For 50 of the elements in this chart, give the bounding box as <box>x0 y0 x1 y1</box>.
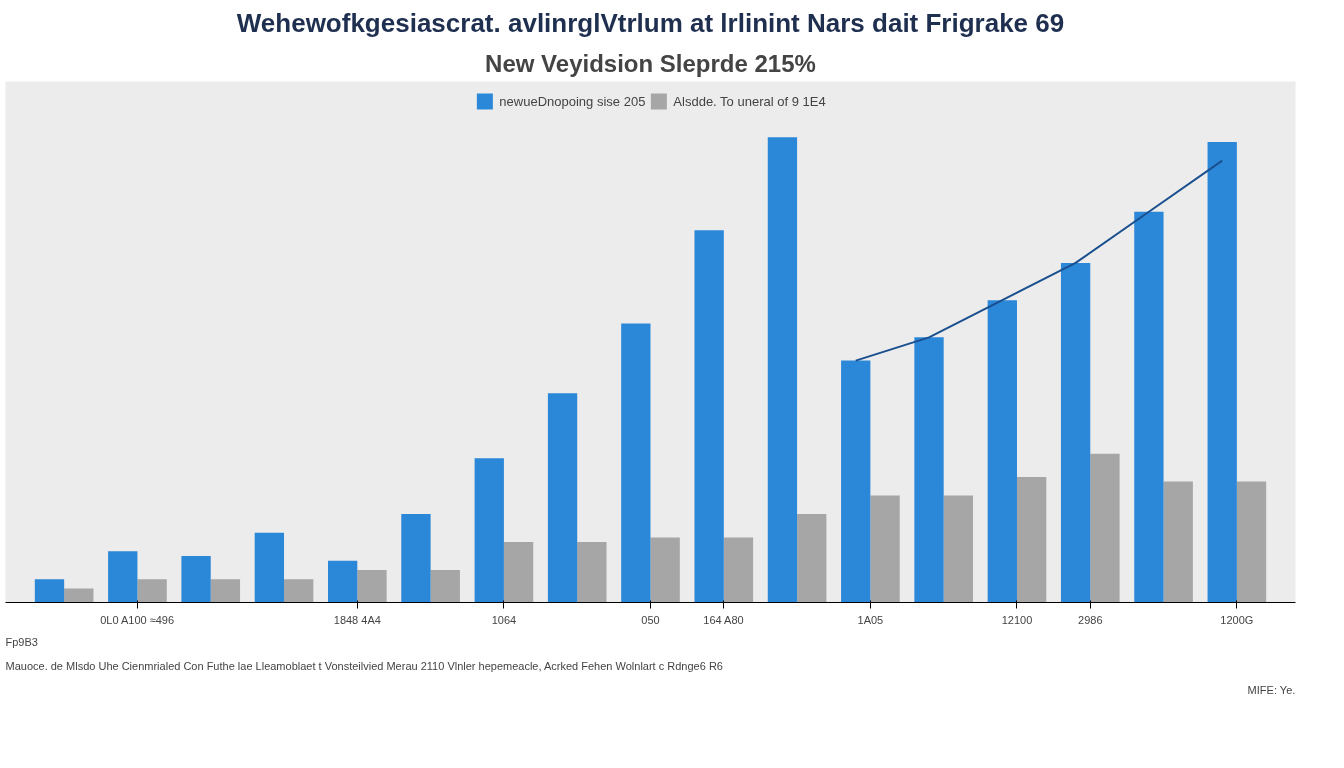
bar <box>1090 453 1120 603</box>
bar <box>430 569 460 603</box>
bar <box>1060 262 1091 603</box>
text: MIFE: Ye. <box>1247 683 1296 696</box>
text: Fp9B3 <box>5 635 38 648</box>
bar <box>357 569 387 603</box>
bar <box>723 537 754 603</box>
bar <box>328 560 358 603</box>
bar <box>1207 141 1237 603</box>
bar <box>503 542 534 603</box>
bar <box>64 588 94 603</box>
x-tick-label: 1848 4A4 <box>333 613 381 626</box>
x-tick-label: 1200G <box>1220 613 1254 626</box>
bar <box>841 360 871 603</box>
bar <box>1236 481 1267 603</box>
bar <box>1163 481 1193 603</box>
bar <box>210 579 241 603</box>
legend-label: newueDnopoing sise 205 <box>499 93 646 109</box>
x-tick-label: 050 <box>641 613 660 626</box>
bar <box>1016 476 1047 603</box>
bar <box>137 579 167 603</box>
bar <box>181 555 211 603</box>
bar <box>547 393 578 603</box>
text: Mauoce. de Mlsdo Uhe Cienmrialed Con Futhe lae Lleamoblaet t Vonsteilvied Merau 2110 Vlnler hepemeacle, Acrked Fehen Wolnlart c Rdnge6 R6 <box>5 659 723 672</box>
bar <box>870 495 900 603</box>
bar <box>34 579 65 603</box>
bar <box>1134 211 1164 603</box>
bar <box>108 551 138 603</box>
bar <box>943 495 973 603</box>
x-tick-label: 1064 <box>491 613 517 626</box>
bar <box>621 323 651 603</box>
bar <box>254 532 285 603</box>
bar <box>577 542 607 603</box>
bar <box>284 579 314 603</box>
x-tick-label: 164 A80 <box>703 613 744 626</box>
bar <box>474 458 504 603</box>
bar <box>987 300 1017 603</box>
x-tick-label: 12100 <box>1001 613 1033 626</box>
x-tick-label: 0L0 A100 ≈496 <box>100 613 175 626</box>
legend-label: Alsdde. To uneral of 9 1E4 <box>673 93 826 109</box>
bar <box>797 514 827 603</box>
x-tick-label: 1A05 <box>857 613 884 626</box>
bar <box>767 137 798 603</box>
chart-subtitle: New Veyidsion Sleprde 215% <box>485 49 816 77</box>
bar <box>401 514 431 603</box>
bar <box>650 537 680 603</box>
chart-title: Wehewofkgesiascrat. avlinrglVtrlum at lrlinint Nars dait Frigrake 69 <box>236 7 1065 38</box>
bar <box>914 337 944 603</box>
x-tick-label: 2986 <box>1078 613 1103 626</box>
bar <box>694 230 724 603</box>
